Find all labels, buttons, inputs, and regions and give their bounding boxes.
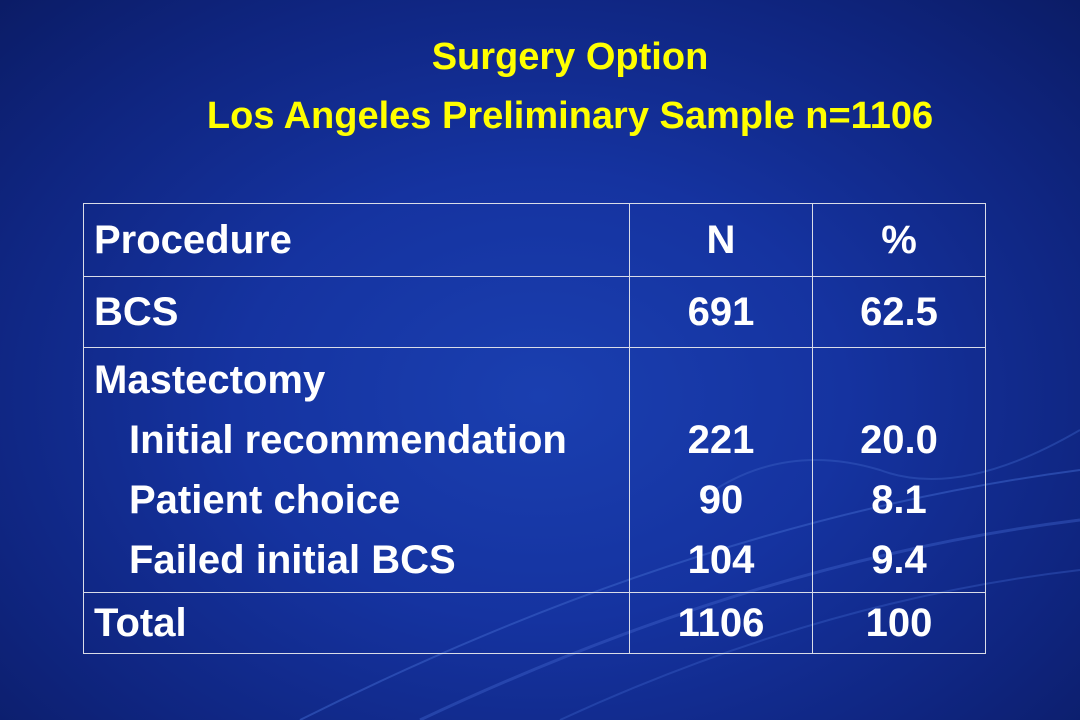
table-row-total: Total 1106 100 bbox=[83, 592, 986, 654]
bcs-label: BCS bbox=[83, 276, 630, 348]
total-n: 1106 bbox=[629, 592, 813, 654]
header-percent: % bbox=[812, 203, 986, 277]
mastectomy-percent: 20.0 8.1 9.4 bbox=[812, 347, 986, 593]
patient-choice-n: 90 bbox=[698, 478, 744, 522]
failed-initial-bcs-n: 104 bbox=[687, 538, 755, 582]
slide-subtitle: Los Angeles Preliminary Sample n=1106 bbox=[206, 95, 934, 137]
mastectomy-n: 221 90 104 bbox=[629, 347, 813, 593]
mastectomy-label: Mastectomy bbox=[94, 358, 326, 402]
failed-initial-bcs-percent: 9.4 bbox=[871, 538, 927, 582]
table-row-bcs: BCS 691 62.5 bbox=[83, 276, 986, 348]
total-label: Total bbox=[83, 592, 630, 654]
initial-recommendation-percent: 20.0 bbox=[860, 418, 938, 462]
bcs-percent: 62.5 bbox=[812, 276, 986, 348]
slide-title: Surgery Option bbox=[431, 36, 709, 78]
table-header-row: Procedure N % bbox=[83, 203, 986, 277]
patient-choice-label: Patient choice bbox=[129, 478, 401, 522]
initial-recommendation-n: 221 bbox=[687, 418, 755, 462]
bcs-n: 691 bbox=[629, 276, 813, 348]
header-n: N bbox=[629, 203, 813, 277]
table-row-mastectomy: Mastectomy Initial recommendation Patien… bbox=[83, 347, 986, 593]
initial-recommendation-label: Initial recommendation bbox=[129, 418, 567, 462]
failed-initial-bcs-label: Failed initial BCS bbox=[129, 538, 456, 582]
total-percent: 100 bbox=[812, 592, 986, 654]
procedure-table: Procedure N % BCS 691 62.5 Mastectomy In… bbox=[83, 203, 986, 654]
header-procedure: Procedure bbox=[83, 203, 630, 277]
mastectomy-labels: Mastectomy Initial recommendation Patien… bbox=[83, 347, 630, 593]
patient-choice-percent: 8.1 bbox=[871, 478, 927, 522]
